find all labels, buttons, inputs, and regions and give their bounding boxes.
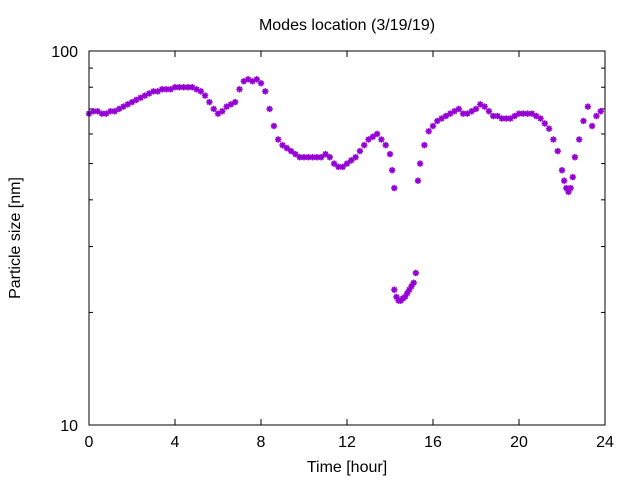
x-tick-label: 12 [338, 434, 356, 451]
data-point [257, 80, 265, 87]
data-point [214, 110, 222, 117]
data-point [296, 154, 303, 161]
data-point [305, 154, 312, 161]
data-point [593, 112, 600, 120]
data-point [391, 184, 398, 192]
data-point [361, 141, 368, 149]
data-point [560, 177, 568, 184]
data-point [373, 130, 381, 138]
data-point [283, 144, 290, 152]
data-point [386, 150, 394, 158]
x-axis-label: Time [hour] [307, 459, 387, 476]
x-tick-label: 4 [171, 434, 180, 451]
data-point [236, 86, 243, 93]
data-point [464, 110, 471, 117]
data-point [451, 108, 458, 115]
data-point [180, 84, 187, 91]
data-point [266, 105, 273, 113]
data-point [481, 103, 488, 110]
data-point [279, 141, 286, 149]
data-point [197, 88, 204, 95]
data-point [275, 136, 282, 143]
data-point [558, 167, 566, 174]
data-point [287, 147, 295, 155]
data-point [429, 122, 437, 130]
x-tick-label: 20 [510, 434, 528, 451]
data-points [85, 76, 604, 304]
data-point [318, 154, 325, 161]
data-point [580, 117, 587, 125]
x-tick-label: 24 [596, 434, 614, 451]
y-tick-label: 100 [51, 44, 78, 61]
data-point [524, 110, 531, 117]
data-point [365, 136, 372, 143]
data-point [455, 105, 462, 113]
data-point [300, 154, 308, 161]
data-point [425, 128, 432, 135]
data-point [507, 115, 514, 122]
data-point [382, 141, 389, 149]
data-point [550, 136, 557, 143]
data-point [434, 117, 441, 125]
data-point [103, 110, 110, 117]
data-point [541, 120, 548, 127]
data-point [292, 150, 299, 158]
data-point [511, 112, 518, 120]
data-point [262, 88, 269, 95]
data-point [576, 136, 583, 143]
data-point [412, 269, 419, 277]
data-point [270, 122, 278, 130]
data-point [588, 122, 596, 130]
data-point [414, 177, 422, 184]
data-point [533, 112, 540, 120]
data-point [352, 154, 359, 161]
x-tick-label: 8 [257, 434, 266, 451]
data-point [438, 115, 445, 122]
x-tick-label: 0 [85, 434, 94, 451]
data-point [472, 105, 480, 113]
data-point [111, 108, 118, 115]
data-point [322, 150, 329, 158]
x-tick-label: 16 [424, 434, 442, 451]
data-point [571, 154, 579, 161]
data-point [545, 125, 553, 132]
data-point [597, 108, 604, 115]
data-point [584, 103, 591, 110]
data-point [253, 76, 260, 83]
data-point [537, 115, 544, 122]
data-point [232, 98, 239, 106]
data-point [391, 286, 398, 293]
data-point [326, 154, 333, 161]
data-point [569, 173, 576, 181]
plot-frame [88, 50, 606, 426]
data-point [163, 86, 170, 93]
data-point [485, 108, 493, 115]
data-point [210, 105, 217, 113]
tick-marks [88, 50, 606, 426]
y-tick-labels: 10 100 [51, 44, 78, 435]
data-point [201, 92, 209, 99]
data-point [515, 110, 523, 117]
data-point [356, 147, 364, 155]
y-axis-label: Particle size [nm] [7, 177, 24, 299]
chart-title: Modes location (3/19/19) [259, 17, 435, 34]
data-point [410, 279, 417, 287]
data-point [421, 141, 428, 149]
data-point [567, 184, 574, 192]
data-point [244, 76, 252, 83]
data-point [416, 160, 424, 167]
data-point [369, 133, 376, 140]
data-point [554, 147, 561, 155]
data-point [348, 157, 355, 164]
y-tick-label: 10 [60, 418, 78, 435]
data-point [219, 108, 226, 115]
data-point [206, 98, 213, 106]
data-point [388, 167, 396, 174]
data-point [378, 136, 385, 143]
x-tick-labels: 0 4 8 12 16 20 24 [85, 434, 614, 451]
data-point [494, 112, 501, 120]
